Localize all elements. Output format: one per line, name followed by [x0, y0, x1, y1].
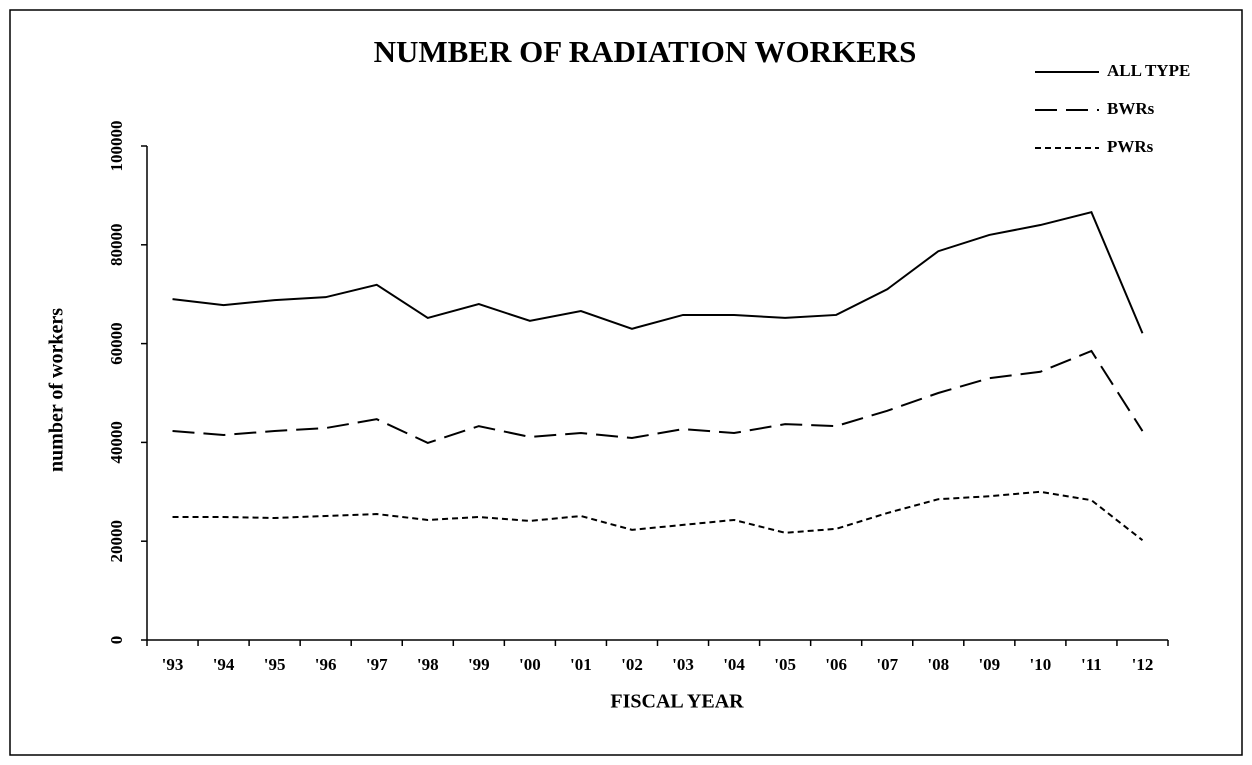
x-tick-label: '95 [264, 655, 286, 674]
y-axis-label: number of workers [46, 308, 68, 472]
x-tick-label: '04 [723, 655, 745, 674]
x-tick-label: '09 [978, 655, 1000, 674]
x-tick-label: '05 [774, 655, 796, 674]
y-tick-label: 80000 [107, 224, 126, 266]
x-tick-label: '93 [162, 655, 184, 674]
x-axis-label: FISCAL YEAR [610, 691, 744, 713]
legend-label: BWRs [1107, 99, 1155, 118]
frame [9, 9, 1243, 756]
y-tick-label: 0 [107, 636, 126, 645]
x-tick-label: '02 [621, 655, 643, 674]
x-tick-label: '99 [468, 655, 490, 674]
x-tick-label: '10 [1030, 655, 1052, 674]
series-line [172, 490, 1144, 541]
y-tick-label: 100000 [107, 121, 126, 172]
x-tick-label: '06 [825, 655, 847, 674]
x-tick-label: '94 [213, 655, 235, 674]
y-tick-label: 20000 [107, 520, 126, 563]
x-tick-label: '01 [570, 655, 592, 674]
chart-title: NUMBER OF RADIATION WORKERS [374, 34, 917, 69]
y-tick-label: 40000 [107, 421, 126, 464]
x-tick-label: '00 [519, 655, 541, 674]
x-tick-label: '12 [1132, 655, 1154, 674]
series-line [172, 349, 1144, 444]
x-tick-label: '07 [876, 655, 898, 674]
legend-label: ALL TYPE [1107, 61, 1190, 80]
x-tick-label: '98 [417, 655, 439, 674]
x-tick-label: '08 [927, 655, 949, 674]
x-tick-label: '97 [366, 655, 388, 674]
legend-label: PWRs [1107, 137, 1154, 156]
y-tick-label: 60000 [107, 322, 126, 365]
x-tick-label: '11 [1081, 655, 1102, 674]
x-tick-label: '03 [672, 655, 694, 674]
x-tick-label: '96 [315, 655, 337, 674]
series-line [172, 211, 1144, 334]
